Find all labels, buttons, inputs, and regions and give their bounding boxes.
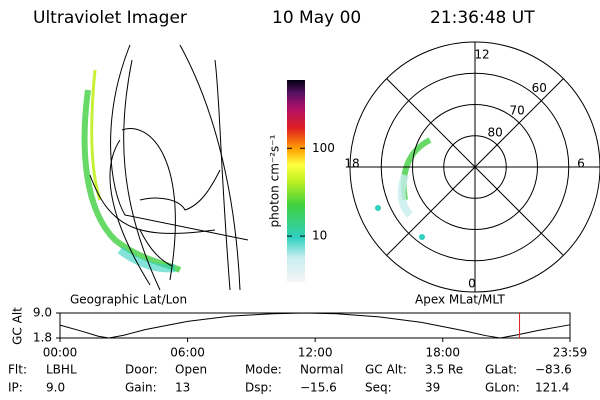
- y-tick-label: 9.0: [33, 306, 52, 320]
- status-value: LBHL: [46, 363, 77, 377]
- status-label: Seq:: [365, 381, 392, 395]
- status-value: Open: [175, 363, 207, 377]
- altitude-line: [59, 312, 571, 339]
- x-tick-label: 18:00: [425, 346, 460, 360]
- lat-ring-label: 80: [487, 125, 502, 139]
- status-label: Gain:: [125, 381, 157, 395]
- geo-label: Geographic Lat/Lon: [70, 293, 187, 307]
- x-tick-label: 06:00: [170, 346, 205, 360]
- x-tick-label: 23:59: [553, 346, 588, 360]
- mlt-label: 18: [344, 157, 359, 171]
- status-value: −15.6: [300, 381, 337, 395]
- status-label: IP:: [8, 381, 23, 395]
- polar-spoke: [386, 78, 564, 256]
- polar-image: [375, 137, 432, 240]
- colorbar-tick-label: 10: [312, 229, 327, 243]
- x-tick-label: 00:00: [43, 346, 78, 360]
- alt-plot-frame: [59, 312, 571, 339]
- geo-image: [81, 44, 249, 291]
- status-label: Dsp:: [245, 381, 272, 395]
- lat-ring: [443, 135, 507, 199]
- lat-ring: [380, 72, 570, 262]
- mlt-label: 12: [474, 48, 489, 62]
- polar-label: Apex MLat/MLT: [415, 293, 505, 307]
- lat-ring-label: 70: [510, 103, 525, 117]
- date: 10 May 00: [272, 8, 361, 28]
- y-tick-label: 1.8: [33, 331, 52, 345]
- status-value: 39: [425, 381, 440, 395]
- colorbar: [287, 80, 305, 282]
- status-value: 13: [175, 381, 190, 395]
- status-value: 9.0: [46, 381, 65, 395]
- status-value: Normal: [300, 363, 343, 377]
- status-label: GLat:: [485, 363, 517, 377]
- x-tick-label: 12:00: [298, 346, 333, 360]
- status-value: 121.4: [535, 381, 569, 395]
- status-label: Flt:: [8, 363, 27, 377]
- status-label: GC Alt:: [365, 363, 407, 377]
- colorbar-tick-label: 100: [312, 141, 335, 155]
- status-label: Mode:: [245, 363, 282, 377]
- mlt-label: 0: [468, 277, 476, 291]
- status-label: GLon:: [485, 381, 520, 395]
- status-label: Door:: [125, 363, 158, 377]
- time: 21:36:48 UT: [430, 8, 535, 28]
- status-value: 3.5 Re: [425, 363, 463, 377]
- status-value: −83.6: [535, 363, 572, 377]
- title: Ultraviolet Imager: [33, 8, 187, 28]
- colorbar-label: photon cm⁻²s⁻¹: [268, 134, 282, 227]
- lat-ring-label: 60: [532, 81, 547, 95]
- mlt-label: 6: [577, 157, 585, 171]
- lat-ring: [412, 104, 538, 230]
- alt-axis-label: GC Alt: [11, 307, 25, 345]
